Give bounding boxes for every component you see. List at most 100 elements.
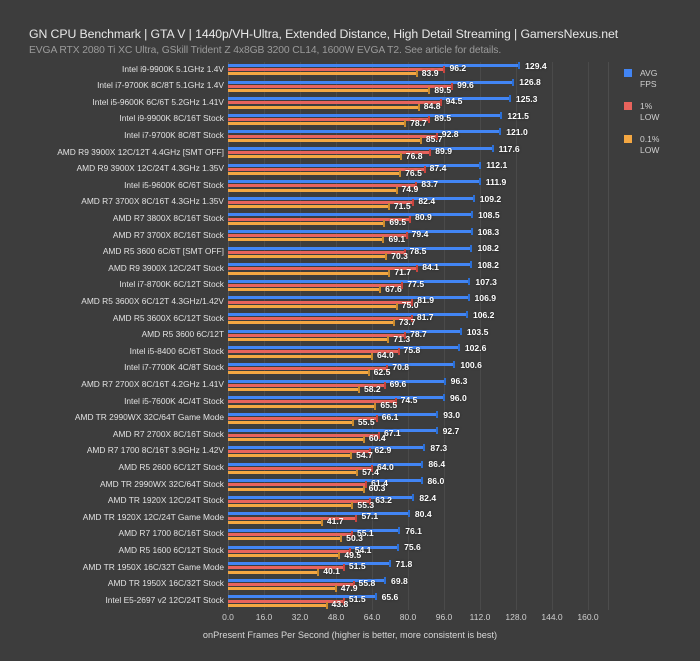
bar-low01 bbox=[228, 387, 359, 391]
bar-low1 bbox=[228, 333, 406, 337]
bar-low1 bbox=[228, 68, 445, 72]
bar-avg bbox=[228, 279, 470, 283]
bar-group: 96.0 74.5 65.5 bbox=[228, 393, 588, 411]
value-label-1-low: 77.5 bbox=[407, 278, 425, 289]
bar-low1 bbox=[228, 599, 344, 603]
bar-low01 bbox=[228, 88, 430, 92]
bar-low1 bbox=[228, 383, 385, 387]
bar-cap bbox=[443, 377, 446, 385]
value-label-avg: 125.3 bbox=[515, 94, 538, 105]
value-label-01-low: 71.7 bbox=[394, 267, 412, 278]
category-label: AMD R9 3900X 12C/24T Stock bbox=[108, 262, 224, 273]
category-label: Intel i9-9900K 5.1GHz 1.4V bbox=[122, 63, 224, 74]
bar-low1 bbox=[228, 433, 379, 437]
value-label-avg: 108.3 bbox=[477, 226, 500, 237]
value-label-01-low: 43.8 bbox=[331, 599, 349, 610]
category-label: AMD R5 3600X 6C/12T Stock bbox=[112, 312, 224, 323]
category-label: AMD TR 1950X 16C/32T Stock bbox=[107, 578, 224, 589]
legend-item-avg-fps: AVG FPS bbox=[624, 68, 694, 90]
bar-cap bbox=[399, 153, 402, 161]
bar-cap bbox=[374, 593, 377, 601]
value-label-avg: 93.0 bbox=[443, 409, 460, 420]
legend-label: 0.1% LOW bbox=[640, 134, 660, 155]
bar-avg bbox=[228, 329, 461, 333]
bar-low1 bbox=[228, 350, 399, 354]
bar-cap bbox=[397, 543, 400, 551]
bar-low1 bbox=[228, 84, 453, 88]
bar-cap bbox=[439, 99, 442, 107]
bar-low01 bbox=[228, 470, 358, 474]
value-label-01-low: 74.9 bbox=[401, 184, 419, 195]
bar-cap bbox=[340, 535, 343, 543]
value-label-01-low: 50.3 bbox=[346, 532, 363, 543]
value-label-avg: 108.2 bbox=[477, 243, 499, 254]
bar-cap bbox=[374, 402, 377, 410]
bar-cap bbox=[351, 419, 354, 427]
bar-group: 121.5 89.5 78.7 bbox=[228, 111, 588, 129]
bar-cap bbox=[409, 215, 412, 223]
bar-group: 108.3 79.4 69.1 bbox=[228, 226, 588, 245]
value-label-01-low: 67.6 bbox=[385, 283, 402, 294]
value-label-1-low: 51.5 bbox=[348, 561, 366, 572]
bar-low1 bbox=[228, 234, 407, 238]
value-label-1-low: 89.9 bbox=[435, 146, 452, 157]
bar-avg bbox=[228, 296, 469, 300]
value-label-1-low: 69.6 bbox=[389, 378, 407, 389]
bar-low1 bbox=[228, 118, 430, 121]
bar-cap bbox=[470, 261, 473, 269]
bar-cap bbox=[423, 165, 426, 173]
value-label-avg: 96.3 bbox=[450, 376, 468, 387]
value-label-1-low: 63.2 bbox=[375, 494, 392, 505]
bar-low1 bbox=[228, 549, 350, 553]
value-label-01-low: 84.8 bbox=[423, 101, 441, 112]
value-label-avg: 108.5 bbox=[478, 210, 500, 221]
bar-low1 bbox=[228, 101, 441, 105]
bar-cap bbox=[412, 493, 415, 501]
value-label-avg: 87.3 bbox=[430, 442, 448, 453]
value-label-1-low: 62.9 bbox=[374, 444, 392, 455]
bar-avg bbox=[228, 246, 472, 250]
bar-cap bbox=[356, 468, 359, 476]
bar-cap bbox=[443, 66, 446, 74]
bar-cap bbox=[383, 381, 386, 389]
bar-cap bbox=[429, 149, 432, 157]
value-label-avg: 80.4 bbox=[414, 509, 432, 520]
bar-cap bbox=[384, 576, 387, 584]
bar-cap bbox=[417, 103, 420, 111]
value-label-avg: 129.4 bbox=[525, 60, 547, 71]
bar-cap bbox=[508, 95, 511, 103]
legend-swatch-icon bbox=[624, 102, 632, 110]
bar-group: 86.4 64.0 57.4 bbox=[228, 459, 588, 478]
bar-low01 bbox=[228, 537, 342, 541]
bar-cap bbox=[383, 219, 386, 227]
value-label-01-low: 57.4 bbox=[362, 466, 379, 477]
bar-group: 71.8 51.5 40.1 bbox=[228, 559, 588, 577]
value-label-01-low: 76.5 bbox=[405, 167, 422, 178]
bar-low01 bbox=[228, 205, 389, 209]
bar-avg bbox=[228, 512, 409, 516]
bar-avg bbox=[228, 263, 472, 267]
bar-group: 102.6 75.8 64.0 bbox=[228, 343, 588, 361]
bar-avg bbox=[228, 562, 390, 566]
value-label-1-low: 80.9 bbox=[415, 212, 432, 223]
category-label: Intel i9-9900K 8C/16T Stock bbox=[119, 113, 224, 124]
bar-cap bbox=[459, 327, 462, 335]
value-label-1-low: 64.0 bbox=[377, 461, 394, 472]
value-label-avg: 86.0 bbox=[427, 475, 445, 486]
category-label: Intel i5-8400 6C/6T Stock bbox=[129, 345, 224, 356]
bar-cap bbox=[388, 269, 391, 277]
bar-avg bbox=[228, 230, 472, 234]
bar-cap bbox=[325, 601, 328, 609]
bar-low1 bbox=[228, 300, 413, 304]
bar-low1 bbox=[228, 317, 412, 321]
value-label-01-low: 60.4 bbox=[368, 433, 386, 444]
bar-low1 bbox=[228, 201, 414, 205]
bar-avg bbox=[228, 64, 520, 67]
bar-cap bbox=[379, 286, 382, 294]
bar-avg bbox=[228, 445, 425, 449]
bar-cap bbox=[411, 298, 414, 306]
bar-cap bbox=[397, 348, 400, 356]
bar-avg bbox=[228, 495, 414, 499]
category-label: Intel i5-9600K 6C/6T Stock bbox=[124, 179, 224, 190]
bar-group: 129.4 96.2 83.9 bbox=[228, 60, 588, 79]
